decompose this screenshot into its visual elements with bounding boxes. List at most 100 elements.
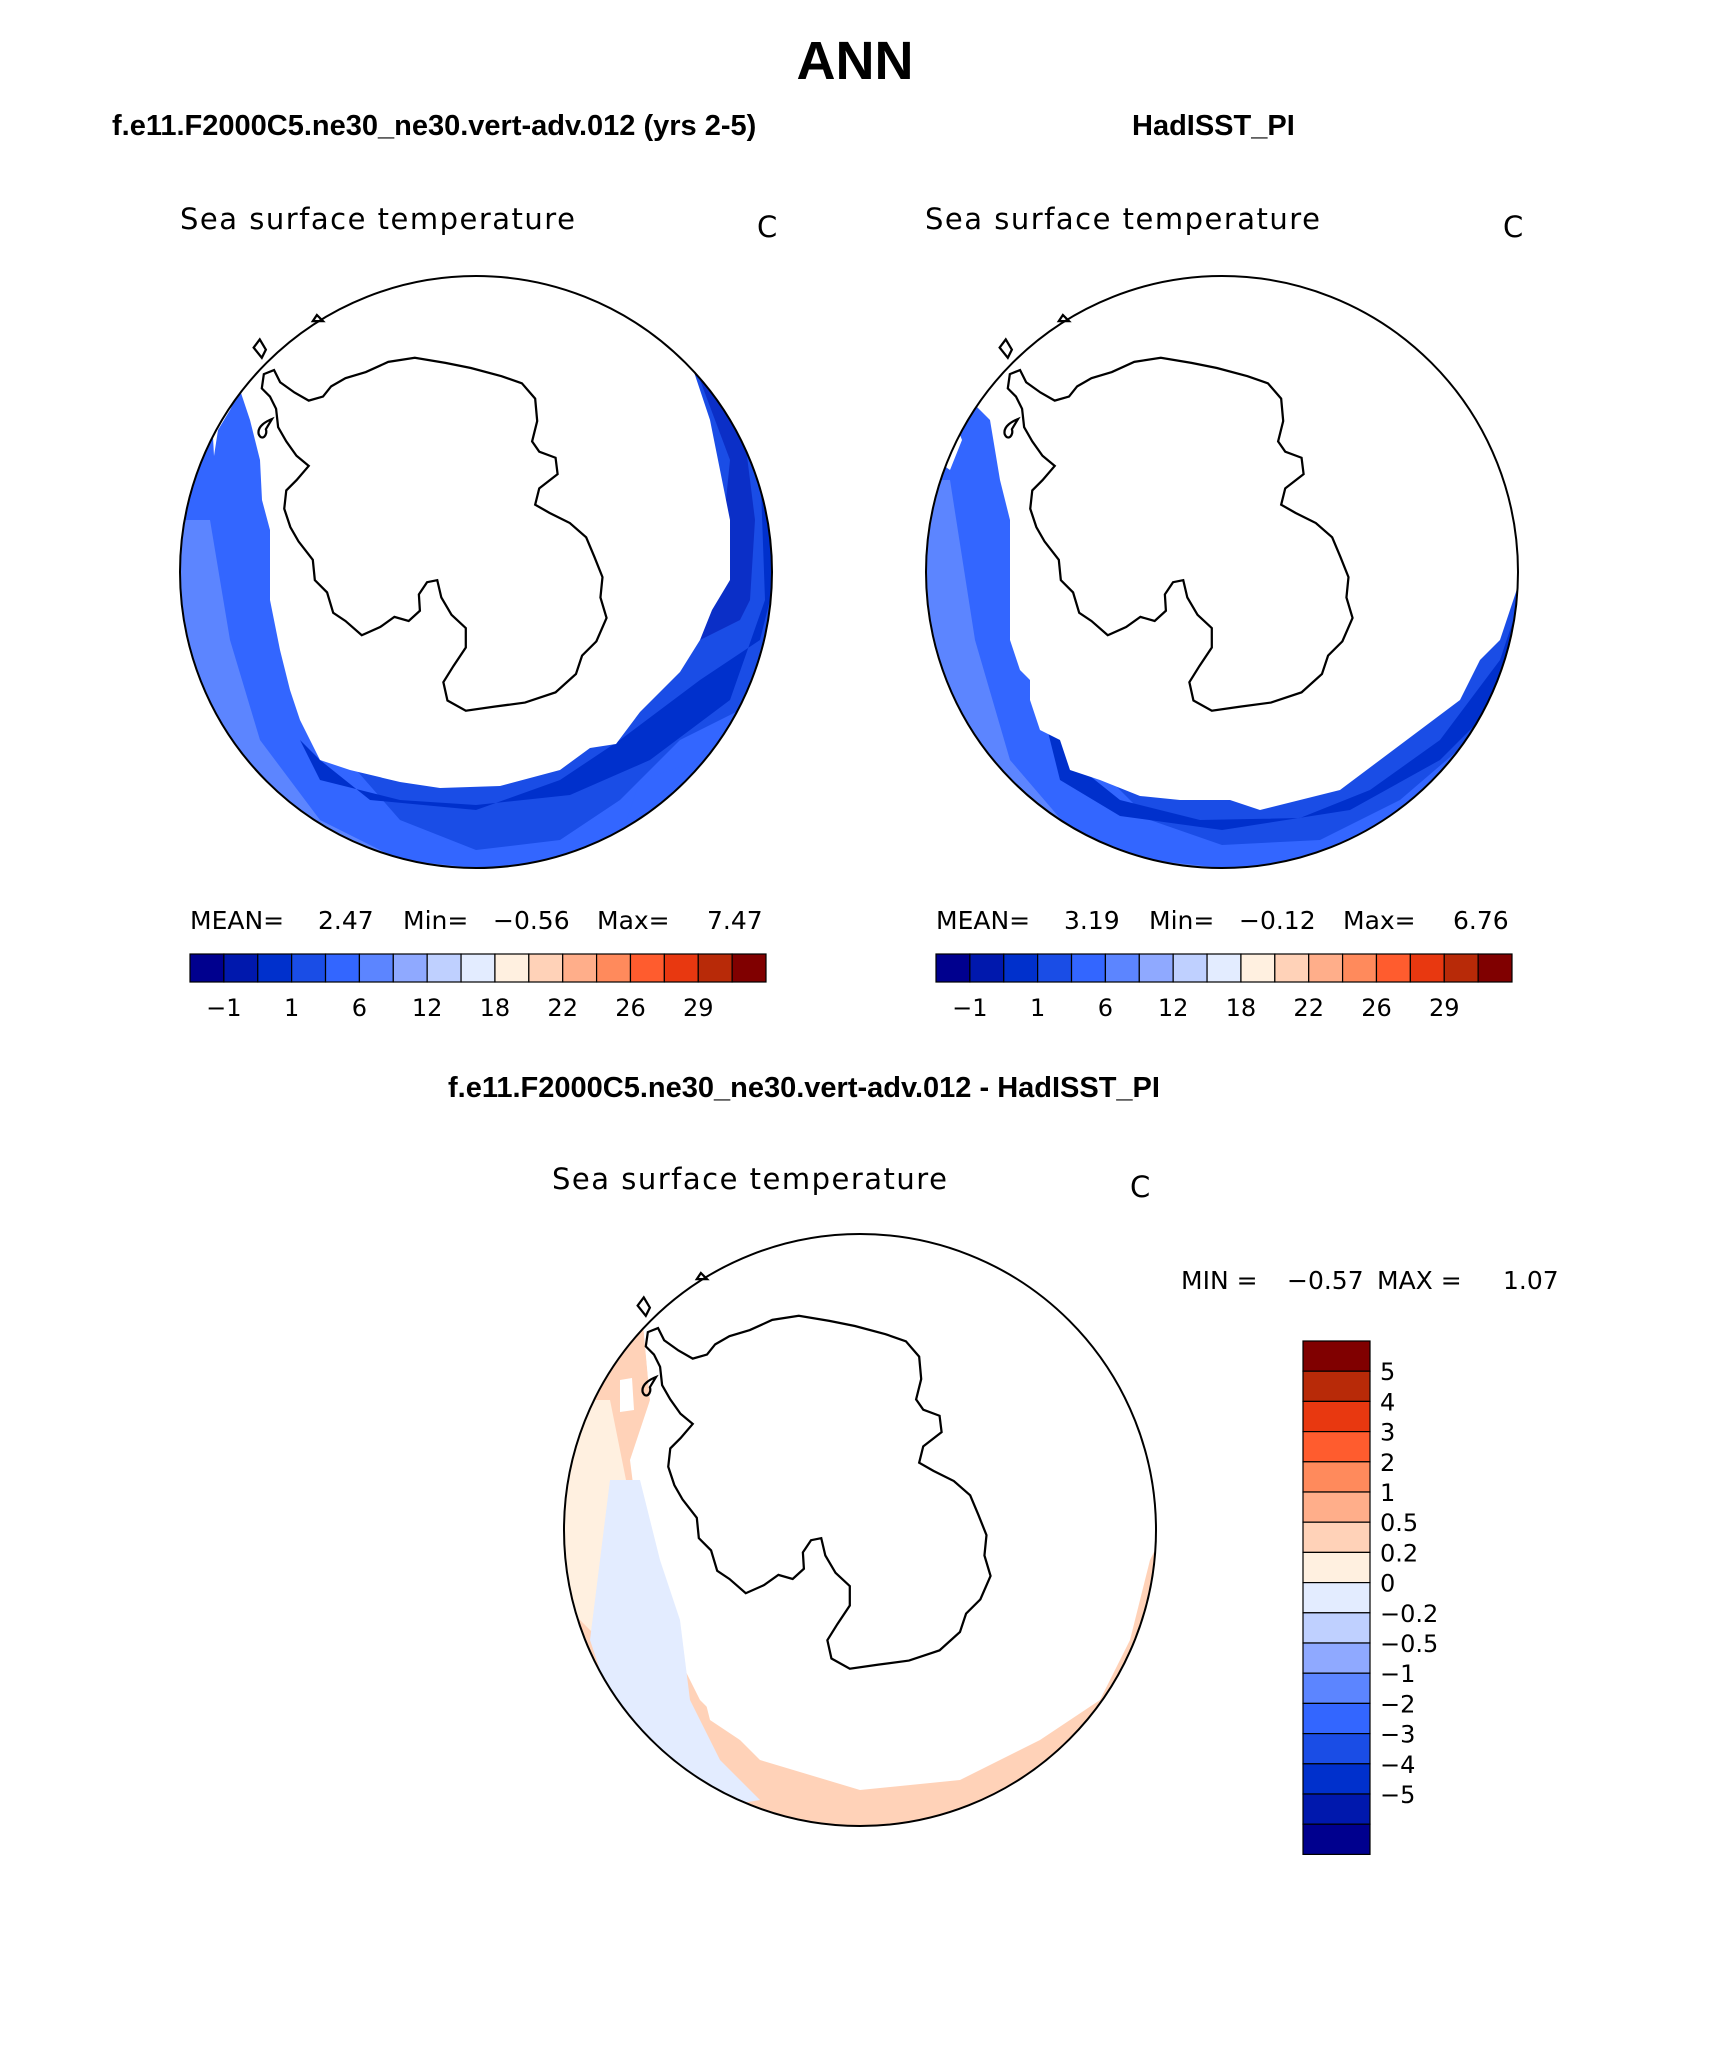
panel1-colorbar-swatch xyxy=(291,953,327,983)
panel1-colorbar-tick-label: 1 xyxy=(284,994,299,1022)
panel2-variable: Sea surface temperature xyxy=(925,202,1322,236)
panel2-colorbar-swatch xyxy=(1070,953,1107,983)
diff-colorbar-swatch xyxy=(1302,1491,1371,1523)
panel2-mean-value: 3.19 xyxy=(1064,906,1120,935)
panel1-colorbar-swatch xyxy=(595,953,632,983)
diff-colorbar-tick-label: 2 xyxy=(1380,1449,1395,1477)
diff-colorbar-swatch xyxy=(1302,1430,1371,1463)
diff-colorbar-swatch xyxy=(1302,1551,1371,1584)
panel2-colorbar-swatch xyxy=(1375,953,1411,983)
panel2-colorbar-swatch xyxy=(1172,953,1208,983)
panel2-colorbar-tick-label: 22 xyxy=(1293,994,1324,1022)
panel1-mean-value: 2.47 xyxy=(318,906,374,935)
diff-colorbar-tick-label: −0.2 xyxy=(1380,1600,1438,1628)
diff-min-label: MIN = xyxy=(1181,1266,1258,1295)
panel2-colorbar-swatch xyxy=(1409,953,1445,983)
diff-colorbar-tick-label: 3 xyxy=(1380,1419,1395,1447)
diff-units: C xyxy=(1130,1170,1152,1204)
panel1-min-value: −0.56 xyxy=(493,906,570,935)
panel1-min-label: Min= xyxy=(403,906,469,935)
panel1-variable: Sea surface temperature xyxy=(180,202,577,236)
panel1-colorbar-swatch xyxy=(494,953,530,983)
panel2-units: C xyxy=(1503,210,1525,244)
diff-colorbar-tick-label: 0.2 xyxy=(1380,1539,1418,1567)
panel1-colorbar-swatch xyxy=(392,953,428,983)
diff-colorbar-swatch xyxy=(1302,1823,1371,1855)
diff-colorbar-tick-label: 4 xyxy=(1380,1388,1395,1416)
panel2-colorbar-swatch xyxy=(1037,953,1073,983)
diff-colorbar-swatch xyxy=(1302,1521,1371,1553)
panel1-colorbar-swatch xyxy=(528,953,564,983)
panel1-colorbar-swatch xyxy=(223,953,259,983)
diff-min-value: −0.57 xyxy=(1287,1266,1364,1295)
diff-colorbar-tick-label: 5 xyxy=(1380,1358,1395,1386)
panel2-colorbar-swatch xyxy=(1206,953,1242,983)
figure-title: ANN xyxy=(796,31,914,91)
panel1-map xyxy=(179,275,773,869)
diff-variable: Sea surface temperature xyxy=(552,1162,949,1196)
panel2-colorbar-swatch xyxy=(1003,953,1039,983)
panel1-colorbar-swatch xyxy=(426,953,462,983)
panel2-colorbar-tick-label: −1 xyxy=(952,994,987,1022)
diff-colorbar-swatch xyxy=(1302,1672,1371,1704)
panel1-colorbar-swatch xyxy=(358,953,394,983)
panel2-colorbar-swatch xyxy=(935,953,971,983)
panel2-colorbar-swatch xyxy=(969,953,1005,983)
panel2-colorbar-tick-label: 6 xyxy=(1098,994,1113,1022)
panel1-colorbar-tick-label: 12 xyxy=(412,994,443,1022)
panel2-colorbar-swatch xyxy=(1443,953,1479,983)
panel1-colorbar-tick-label: 26 xyxy=(615,994,646,1022)
diff-colorbar-tick-label: −3 xyxy=(1380,1721,1415,1749)
panel2-case-title: HadISST_PI xyxy=(1132,110,1295,142)
panel1-colorbar-tick-label: 6 xyxy=(352,994,367,1022)
panel2-colorbar-tick-label: 29 xyxy=(1429,994,1460,1022)
panel2-mean-label: MEAN= xyxy=(936,906,1031,935)
diff-colorbar-swatch xyxy=(1302,1642,1371,1674)
panel2-map xyxy=(925,275,1519,869)
diff-colorbar-swatch xyxy=(1302,1702,1371,1735)
diff-colorbar-swatch xyxy=(1302,1461,1371,1493)
panel1-colorbar-swatch xyxy=(697,953,733,983)
panel1-colorbar-tick-label: −1 xyxy=(206,994,241,1022)
panel1-max-label: Max= xyxy=(597,906,670,935)
panel2-colorbar-tick-label: 26 xyxy=(1361,994,1392,1022)
panel2-colorbar-tick-label: 18 xyxy=(1226,994,1257,1022)
panel1-colorbar-swatch xyxy=(257,953,293,983)
panel1-max-value: 7.47 xyxy=(707,906,763,935)
panel2-colorbar-swatch xyxy=(1240,953,1276,983)
panel1-colorbar-swatch xyxy=(663,953,699,983)
diff-colorbar-swatch xyxy=(1302,1581,1371,1614)
panel1-colorbar: −1 1 6 12 18 22 26 29 xyxy=(189,953,767,1022)
panel1-case-title: f.e11.F2000C5.ne30_ne30.vert-adv.012 (yr… xyxy=(112,110,757,142)
panel2-colorbar-swatch xyxy=(1308,953,1344,983)
panel1-colorbar-swatch xyxy=(189,953,225,983)
panel1-colorbar-swatch xyxy=(324,953,361,983)
panel2-colorbar-swatch xyxy=(1274,953,1310,983)
diff-colorbar-swatch xyxy=(1302,1793,1371,1825)
panel1-colorbar-swatch xyxy=(731,953,767,983)
diff-colorbar-swatch xyxy=(1302,1763,1371,1795)
panel2-colorbar-swatch xyxy=(1477,953,1513,983)
panel1-colorbar-tick-label: 18 xyxy=(480,994,511,1022)
diff-map xyxy=(563,1233,1157,1827)
panel1-colorbar-tick-label: 22 xyxy=(547,994,578,1022)
panel2-min-label: Min= xyxy=(1149,906,1215,935)
diff-colorbar-tick-label: 0.5 xyxy=(1380,1509,1418,1537)
panel2-colorbar-swatch xyxy=(1104,953,1140,983)
panel2-max-value: 6.76 xyxy=(1453,906,1509,935)
panel1-mean-label: MEAN= xyxy=(190,906,285,935)
diff-colorbar-tick-label: −4 xyxy=(1380,1751,1415,1779)
panel2-colorbar-tick-label: 1 xyxy=(1030,994,1045,1022)
diff-colorbar-tick-label: −1 xyxy=(1380,1660,1415,1688)
diff-colorbar-tick-label: −5 xyxy=(1380,1781,1415,1809)
diff-colorbar-tick-label: 0 xyxy=(1380,1570,1395,1598)
diff-colorbar-swatch xyxy=(1302,1400,1371,1433)
diff-case-title: f.e11.F2000C5.ne30_ne30.vert-adv.012 - H… xyxy=(448,1072,1160,1104)
diff-colorbar-tick-label: −2 xyxy=(1380,1690,1415,1718)
diff-colorbar-tick-label: −0.5 xyxy=(1380,1630,1438,1658)
diff-max-label: MAX = xyxy=(1377,1266,1462,1295)
panel2-colorbar-tick-label: 12 xyxy=(1158,994,1189,1022)
panel2-colorbar-swatch xyxy=(1341,953,1378,983)
